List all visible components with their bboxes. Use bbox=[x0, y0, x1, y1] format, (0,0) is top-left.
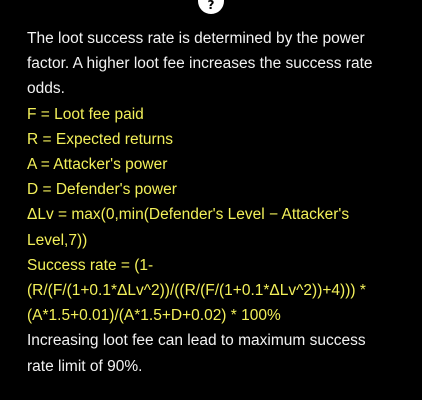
intro-text: The loot success rate is determined by t… bbox=[27, 30, 373, 98]
definition-level-diff: ΔLv = max(0,min(Defender's Level − Attac… bbox=[27, 206, 350, 249]
max-rate-note: Increasing loot fee can lead to maximum … bbox=[27, 332, 366, 375]
success-rate-formula: Success rate = (1-(R/(F/(1+0.1*ΔLv^2))/(… bbox=[27, 256, 366, 325]
help-icon[interactable]: ? bbox=[198, 0, 224, 14]
question-mark-icon: ? bbox=[207, 0, 215, 12]
definition-defender-power: D = Defender's power bbox=[27, 181, 177, 199]
definitions-list: F = Loot fee paid R = Expected returns A… bbox=[27, 102, 394, 253]
definition-loot-fee: F = Loot fee paid bbox=[27, 105, 144, 123]
definition-expected-returns: R = Expected returns bbox=[27, 130, 174, 148]
definition-attacker-power: A = Attacker's power bbox=[27, 156, 168, 174]
